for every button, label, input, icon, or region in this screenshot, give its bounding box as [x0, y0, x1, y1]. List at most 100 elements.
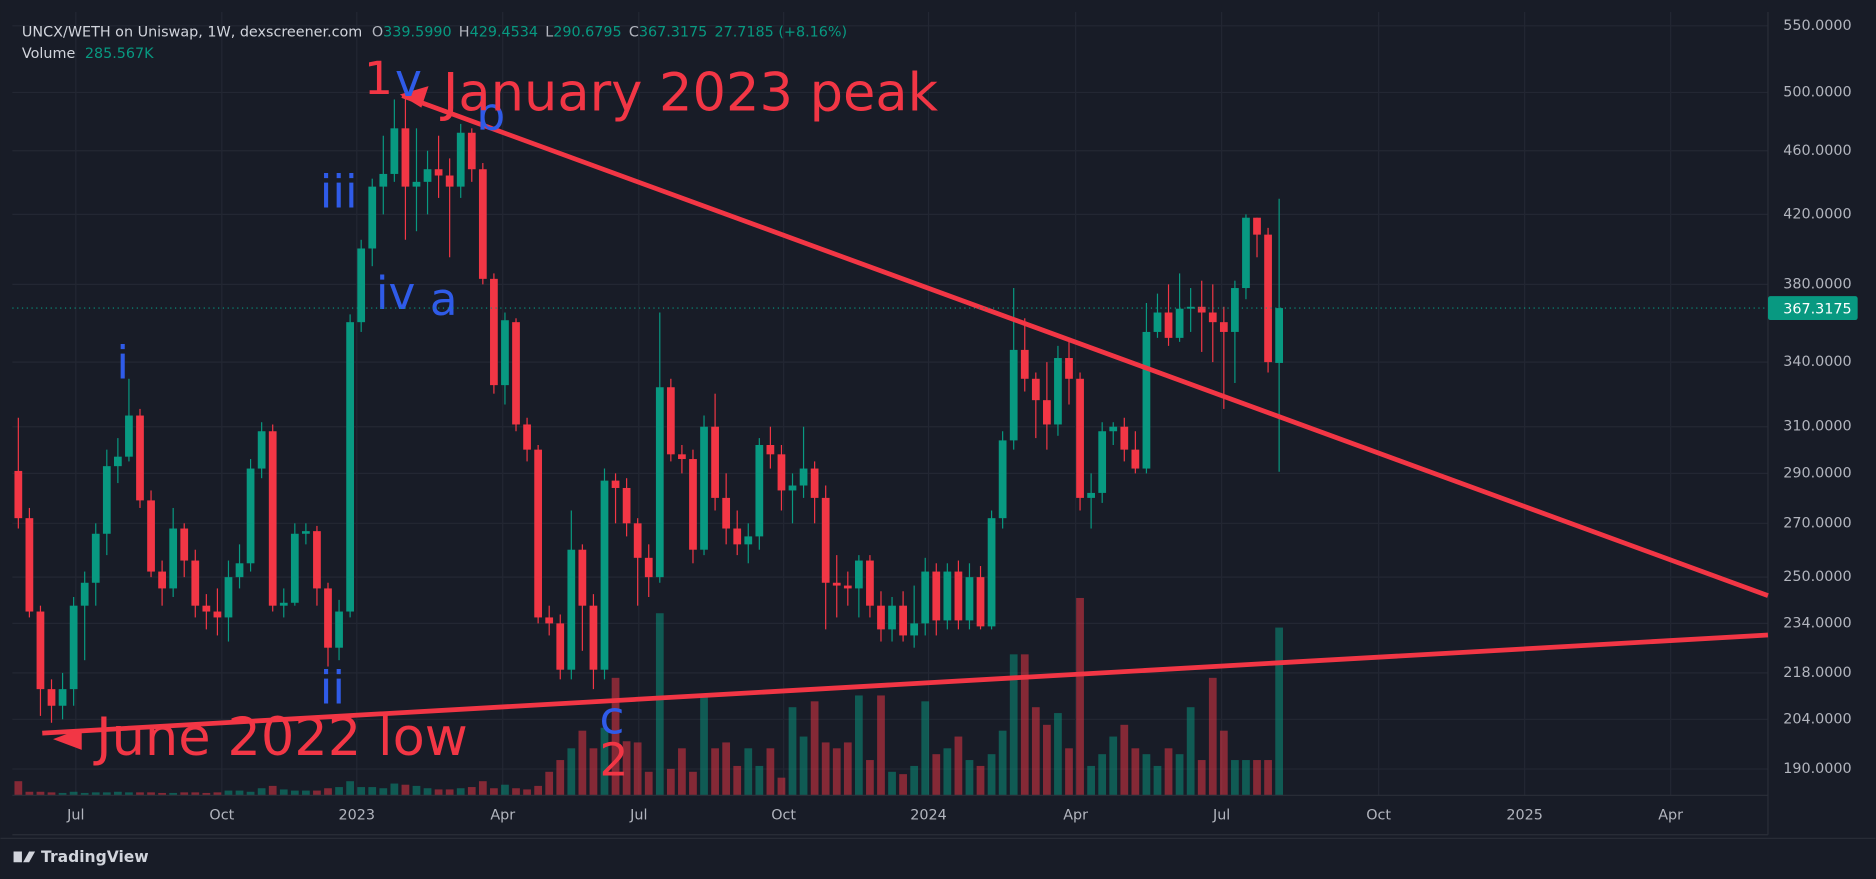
candle-body	[1153, 312, 1162, 332]
support-trendline	[42, 632, 1769, 736]
candle-body	[965, 577, 974, 621]
volume-bar	[633, 742, 642, 796]
candle-body	[302, 531, 310, 534]
candle-body	[1009, 349, 1018, 441]
candle-body	[180, 528, 189, 561]
wave-label: b	[476, 88, 505, 141]
last-price-box	[1767, 296, 1858, 321]
volume-bar	[932, 754, 941, 796]
candle-body	[832, 582, 841, 586]
candle-body	[1054, 358, 1062, 425]
candle-body	[1043, 400, 1051, 425]
y-tick-label: 204.0000	[1783, 711, 1851, 727]
candle-body	[412, 181, 421, 187]
volume-bar	[202, 792, 211, 796]
y-tick-label: 340.0000	[1783, 354, 1851, 370]
candle-body	[1164, 312, 1173, 338]
candle-body	[589, 605, 598, 670]
candle-body	[1264, 234, 1272, 363]
candle-body	[711, 426, 719, 498]
volume-bar	[1275, 627, 1284, 796]
volume-bar	[1031, 707, 1040, 796]
candle-body	[1231, 288, 1239, 332]
candle-body	[1031, 378, 1040, 401]
y-tick-label: 234.0000	[1783, 615, 1851, 631]
logo[interactable]: TradingView	[13, 848, 149, 866]
volume-header: Volume 285.567K	[22, 46, 154, 62]
volume-bar	[1076, 597, 1084, 796]
candle-body	[1120, 426, 1129, 450]
x-tick-label: Apr	[490, 808, 515, 824]
label: C	[629, 24, 639, 40]
candle-body	[733, 528, 742, 545]
resistance-trendline	[401, 93, 1769, 598]
candle-body	[523, 424, 531, 450]
candle-body	[501, 320, 509, 386]
candle-body	[678, 454, 686, 460]
volume-bar	[279, 789, 288, 796]
candle-body	[622, 487, 631, 524]
candle-body	[368, 186, 377, 249]
candle-body	[1197, 306, 1206, 313]
logo-mark	[13, 851, 22, 863]
candle-body	[843, 585, 852, 589]
volume-bar	[1219, 730, 1228, 796]
volume-bar	[722, 742, 731, 796]
volume-bar	[744, 748, 753, 796]
legend-header: UNCX/WETH on Uniswap, 1W, dexscreener.co…	[22, 24, 847, 40]
volume-bar	[976, 765, 985, 796]
volume-bar	[622, 741, 631, 796]
candle-body	[633, 523, 642, 558]
candle-body	[600, 480, 609, 670]
candle-body	[346, 322, 354, 612]
volume-bar	[158, 792, 166, 796]
candle-body	[235, 563, 244, 578]
volume-bar	[324, 788, 332, 796]
volume-bar	[136, 792, 144, 796]
x-tick-label: 2023	[338, 808, 375, 824]
volume-bar	[1175, 754, 1184, 796]
candle-body	[744, 536, 753, 545]
value: 429.4534	[470, 24, 538, 40]
candle-body	[80, 582, 89, 606]
candle-body	[1131, 449, 1140, 469]
candle-body	[755, 445, 764, 537]
volume-bar	[368, 787, 377, 796]
candle-body	[36, 611, 45, 690]
volume-bar	[102, 792, 111, 796]
volume-bar	[1231, 760, 1239, 796]
volume-bar	[589, 748, 598, 796]
volume-bar	[501, 784, 509, 796]
volume-bar	[14, 781, 23, 796]
volume-bar	[998, 730, 1007, 796]
brand: TradingView	[41, 848, 149, 866]
candle-body	[434, 169, 443, 176]
candle-body	[976, 577, 985, 627]
volume-bar	[125, 792, 133, 796]
volume-bar	[490, 788, 498, 796]
arrowhead	[399, 86, 429, 108]
candle-body	[169, 528, 178, 589]
volume-bar	[523, 789, 531, 796]
candle-body	[1208, 312, 1217, 323]
candle-body	[246, 468, 255, 564]
volume-bar	[766, 748, 775, 796]
candle-body	[556, 623, 565, 670]
volume-bar	[401, 784, 410, 796]
y-tick-label: 380.0000	[1783, 276, 1851, 292]
candle-body	[268, 431, 277, 606]
candle-body	[987, 518, 996, 627]
candle-body	[147, 500, 155, 572]
volume-bar	[423, 788, 432, 796]
volume-bar	[600, 727, 609, 796]
volume-bar	[1264, 760, 1272, 796]
candle-body	[290, 533, 299, 603]
volume-bar	[1109, 736, 1118, 796]
volume-bar	[578, 730, 587, 796]
volume-bar	[1242, 760, 1250, 796]
volume-bar	[257, 788, 266, 796]
volume-bar	[678, 748, 686, 796]
volume-bar	[224, 790, 233, 796]
wave-label: v	[395, 54, 422, 107]
volume-bar	[113, 791, 122, 796]
